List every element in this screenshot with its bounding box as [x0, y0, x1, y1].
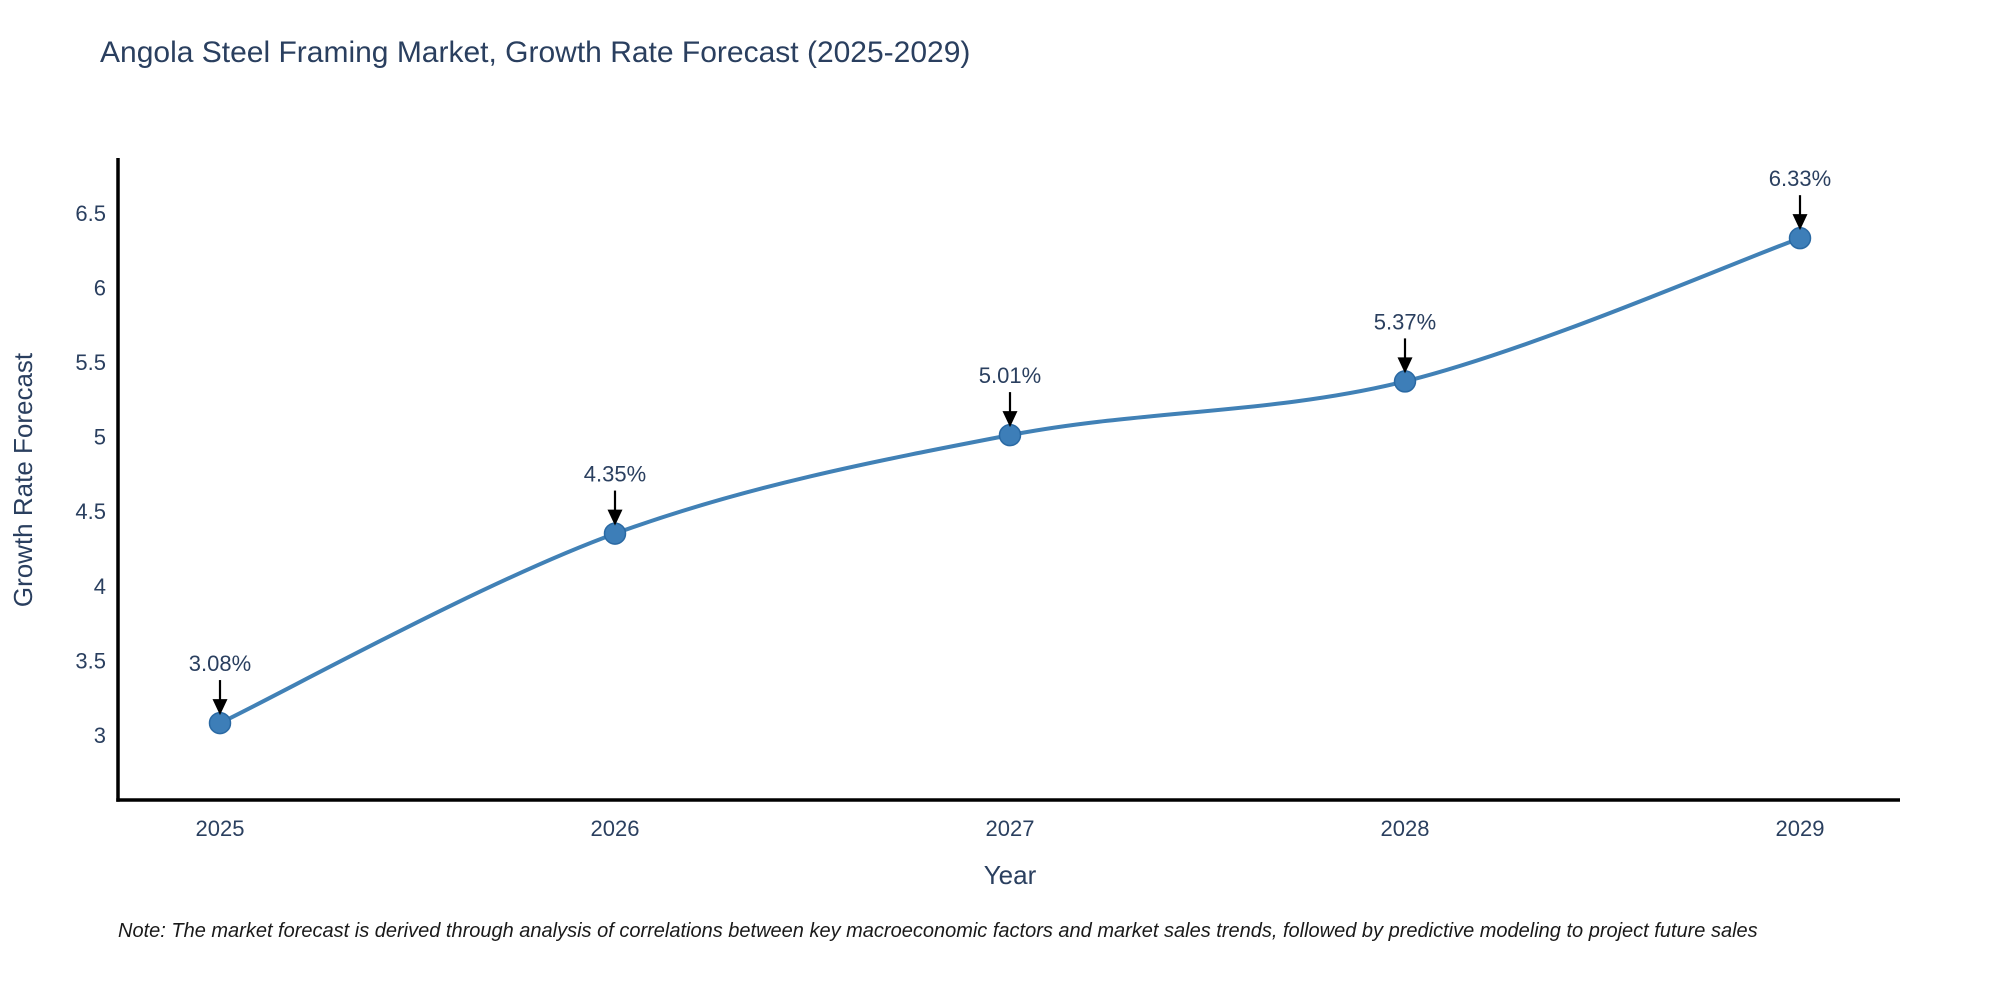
y-tick-label: 6 [94, 275, 106, 300]
x-tick-label: 2028 [1381, 816, 1430, 841]
data-point-label: 6.33% [1769, 166, 1831, 191]
x-tick-label: 2027 [986, 816, 1035, 841]
x-axis-title: Year [984, 860, 1037, 890]
data-point-marker [603, 522, 627, 545]
y-tick-label: 5 [94, 425, 106, 450]
y-tick-label: 3.5 [75, 648, 106, 673]
annotation-arrowhead [212, 699, 228, 716]
annotation-arrowhead [607, 509, 623, 526]
y-tick-label: 4 [94, 574, 106, 599]
annotation-arrowhead [1002, 411, 1018, 428]
data-point-label: 4.35% [584, 462, 646, 487]
footnote: Note: The market forecast is derived thr… [118, 920, 1758, 942]
chart-title: Angola Steel Framing Market, Growth Rate… [100, 36, 971, 69]
x-tick-label: 2029 [1776, 816, 1825, 841]
y-tick-label: 4.5 [75, 499, 106, 524]
data-point-label: 3.08% [189, 651, 251, 676]
data-point-marker [998, 423, 1022, 447]
forecast-line [218, 236, 1802, 726]
data-point-marker [208, 711, 232, 735]
y-tick-label: 6.5 [75, 201, 106, 226]
data-point-label: 5.01% [979, 363, 1041, 388]
data-point-marker [1393, 370, 1417, 393]
y-tick-label: 3 [94, 723, 106, 748]
data-point-label: 5.37% [1374, 309, 1436, 334]
y-axis-title: Growth Rate Forecast [8, 352, 38, 607]
x-tick-label: 2025 [196, 816, 245, 841]
data-point-marker [1788, 226, 1812, 250]
y-tick-label: 5.5 [75, 350, 106, 375]
x-tick-label: 2026 [591, 816, 640, 841]
annotation-arrowhead [1792, 214, 1808, 231]
annotation-arrowhead [1397, 357, 1413, 374]
